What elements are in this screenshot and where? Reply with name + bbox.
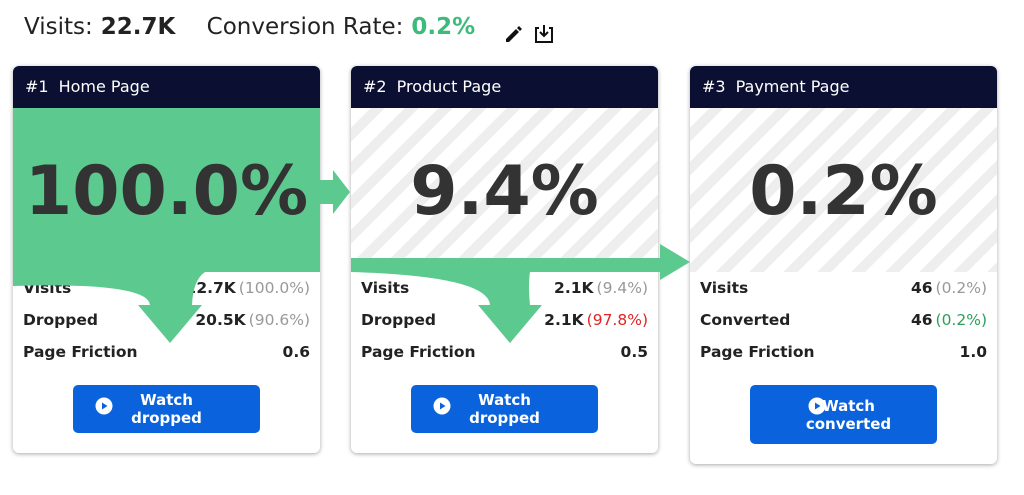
step-title: Product Page: [396, 77, 502, 96]
metric-row: Converted 46 (0.2%): [690, 304, 997, 336]
step-rate: 0.2%: [749, 152, 938, 231]
metric-row: Dropped 20.5K (90.6%): [13, 304, 320, 336]
metric-label: Dropped: [23, 311, 98, 329]
metric-value-group: 46 (0.2%): [911, 272, 987, 304]
metric-label: Page Friction: [700, 343, 815, 361]
step-rate-panel: 9.4%: [351, 108, 658, 272]
metric-value-group: 2.1K (97.8%): [544, 304, 648, 336]
metric-value-group: 2.1K (9.4%): [554, 272, 648, 304]
step-title: Payment Page: [735, 77, 850, 96]
play-icon: [808, 397, 826, 415]
metric-row: Page Friction 0.5: [351, 336, 658, 368]
metric-value-group: 22.7K (100.0%): [186, 272, 310, 304]
metric-value-group: 0.5: [621, 336, 648, 368]
metric-row: Visits 46 (0.2%): [690, 272, 997, 304]
metric-value: 46: [910, 279, 933, 297]
play-icon: [433, 397, 451, 415]
metric-value-group: 20.5K (90.6%): [195, 304, 310, 336]
metric-label: Page Friction: [361, 343, 476, 361]
metric-share: (100.0%): [238, 279, 310, 297]
step-number: #1: [25, 77, 49, 96]
conversion-value: 0.2%: [411, 14, 476, 40]
metric-label: Visits: [361, 279, 410, 297]
metric-value: 0.6: [282, 343, 310, 361]
step-number: #2: [363, 77, 387, 96]
metric-share: (0.2%): [935, 311, 987, 329]
watch-button-label: Watch converted: [805, 396, 892, 433]
metric-value-group: 46 (0.2%): [911, 304, 987, 336]
watch-button[interactable]: Watch converted: [750, 385, 937, 444]
visits-label: Visits:: [24, 14, 93, 40]
metric-value: 46: [910, 311, 933, 329]
summary: Visits: 22.7K Conversion Rate: 0.2%: [24, 14, 499, 40]
metric-row: Dropped 2.1K (97.8%): [351, 304, 658, 336]
watch-button-label: Watch dropped: [131, 391, 202, 427]
funnel-card: #2 Product Page 9.4% Visits 2.1K (9.4%) Droppe…: [351, 66, 658, 453]
card-header: #1 Home Page: [13, 66, 320, 108]
step-title: Home Page: [58, 77, 150, 96]
toolbar-icons: [506, 25, 553, 43]
funnel-card: #3 Payment Page 0.2% Visits 46 (0.2%) Converte…: [690, 66, 997, 464]
next-arrow: [320, 170, 350, 214]
metric-row: Visits 2.1K (9.4%): [351, 272, 658, 304]
conversion-label: Conversion Rate:: [206, 14, 404, 40]
metric-value: 2.1K: [554, 279, 594, 297]
metric-label: Page Friction: [23, 343, 138, 361]
edit-icon[interactable]: [506, 26, 522, 42]
metric-value-group: 1.0: [960, 336, 987, 368]
step-number: #3: [702, 77, 726, 96]
watch-button-label: Watch dropped: [469, 391, 540, 427]
metric-share: (90.6%): [248, 311, 310, 329]
step-rate: 9.4%: [410, 152, 599, 231]
metric-share: (97.8%): [586, 311, 648, 329]
play-icon: [95, 397, 113, 415]
card-header: #3 Payment Page: [690, 66, 997, 108]
metric-value-group: 0.6: [283, 336, 310, 368]
watch-button[interactable]: Watch dropped: [73, 385, 260, 433]
metric-share: (0.2%): [935, 279, 987, 297]
metric-row: Page Friction 1.0: [690, 336, 997, 368]
metric-row: Page Friction 0.6: [13, 336, 320, 368]
metric-value: 20.5K: [195, 311, 246, 329]
metric-value: 0.5: [620, 343, 648, 361]
metric-share: (9.4%): [596, 279, 648, 297]
export-icon[interactable]: [535, 25, 553, 43]
metric-value: 2.1K: [544, 311, 584, 329]
visits-value: 22.7K: [100, 14, 176, 40]
metric-label: Converted: [700, 311, 791, 329]
watch-button[interactable]: Watch dropped: [411, 385, 598, 433]
step-rate-panel: 100.0%: [13, 108, 320, 272]
step-rate: 100.0%: [24, 152, 309, 231]
metric-row: Visits 22.7K (100.0%): [13, 272, 320, 304]
funnel-card: #1 Home Page 100.0% Visits 22.7K (100.0%) Drop…: [13, 66, 320, 453]
step-rate-panel: 0.2%: [690, 108, 997, 272]
card-header: #2 Product Page: [351, 66, 658, 108]
metric-value: 1.0: [959, 343, 987, 361]
metric-label: Dropped: [361, 311, 436, 329]
metric-label: Visits: [700, 279, 749, 297]
metric-label: Visits: [23, 279, 72, 297]
metric-value: 22.7K: [185, 279, 236, 297]
